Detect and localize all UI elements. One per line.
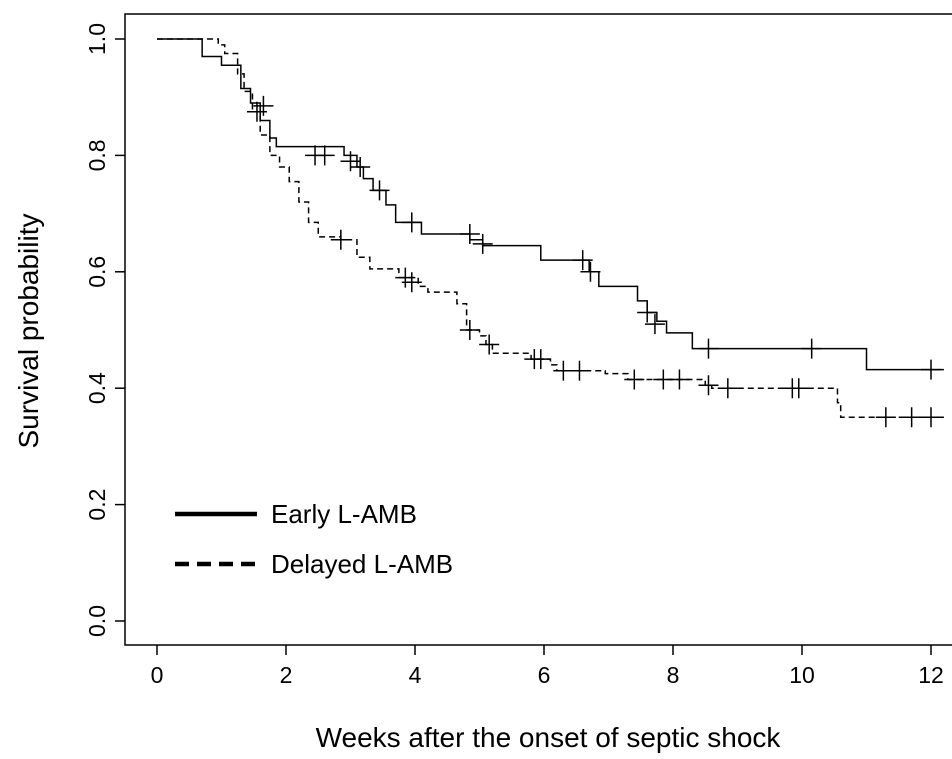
delayed-l-amb-censor-mark (479, 334, 500, 355)
x-tick-label: 12 (918, 662, 944, 688)
early-l-amb-censor-mark (340, 151, 361, 172)
early-l-amb-censor-mark (644, 314, 665, 335)
early-l-amb-censor-mark (401, 212, 422, 233)
y-tick-label: 1.0 (84, 23, 110, 55)
early-l-amb-censor-mark (350, 157, 371, 178)
x-tick-label: 0 (151, 662, 164, 688)
delayed-l-amb-censor-mark (901, 407, 922, 428)
y-tick-label: 0.4 (84, 372, 110, 404)
y-axis-title: Survival probability (13, 214, 44, 449)
delayed-l-amb-censor-mark (717, 378, 738, 399)
early-l-amb-censor-mark (314, 145, 335, 166)
y-axis: 0.0 0.2 0.4 0.6 0.8 1.0 (84, 23, 125, 637)
y-tick-label: 0.0 (84, 605, 110, 637)
x-axis: 0 2 4 6 8 10 12 (151, 645, 944, 688)
early-l-amb-censor-mark (580, 261, 601, 282)
delayed-l-amb-censor-mark (788, 378, 809, 399)
x-tick-label: 10 (789, 662, 815, 688)
early-l-amb-censor-mark (369, 180, 390, 201)
delayed-l-amb-censor-mark (669, 369, 690, 390)
y-tick-label: 0.6 (84, 256, 110, 288)
early-l-amb-censor-mark (698, 338, 719, 359)
y-tick-label: 0.8 (84, 139, 110, 171)
legend: Early L-AMB Delayed L-AMB (175, 499, 453, 579)
delayed-l-amb-censor-mark (459, 320, 480, 340)
early-l-amb-censor-mark (572, 250, 593, 271)
delayed-l-amb-censor-mark (624, 369, 645, 390)
x-tick-label: 8 (667, 662, 680, 688)
early-l-amb-curve (157, 38, 944, 371)
plot-border (124, 13, 952, 646)
delayed-l-amb-censor-mark (246, 101, 267, 122)
series-lines (157, 38, 944, 419)
delayed-l-amb-censor-mark (698, 375, 719, 396)
censor-marks (246, 95, 941, 428)
delayed-l-amb-censor-mark (569, 360, 590, 381)
y-tick-label: 0.2 (84, 489, 110, 521)
legend-label-delayed: Delayed L-AMB (271, 549, 453, 579)
early-l-amb-censor-mark (637, 302, 658, 323)
early-l-amb-censor-mark (459, 223, 480, 244)
x-tick-label: 4 (409, 662, 422, 688)
delayed-l-amb-censor-mark (875, 407, 896, 428)
early-l-amb-censor-mark (921, 359, 941, 380)
delayed-l-amb-curve (157, 38, 944, 419)
legend-label-early: Early L-AMB (271, 499, 417, 529)
delayed-l-amb-censor-mark (921, 407, 941, 428)
plot-frame (124, 13, 952, 646)
delayed-l-amb-censor-mark (530, 349, 551, 370)
early-l-amb-censor-mark (801, 338, 822, 359)
delayed-l-amb-censor-mark (401, 272, 422, 293)
x-axis-title: Weeks after the onset of septic shock (316, 722, 782, 753)
delayed-l-amb-censor-mark (330, 229, 351, 250)
early-l-amb-censor-mark (472, 233, 493, 254)
x-tick-label: 2 (280, 662, 293, 688)
x-tick-label: 6 (538, 662, 551, 688)
